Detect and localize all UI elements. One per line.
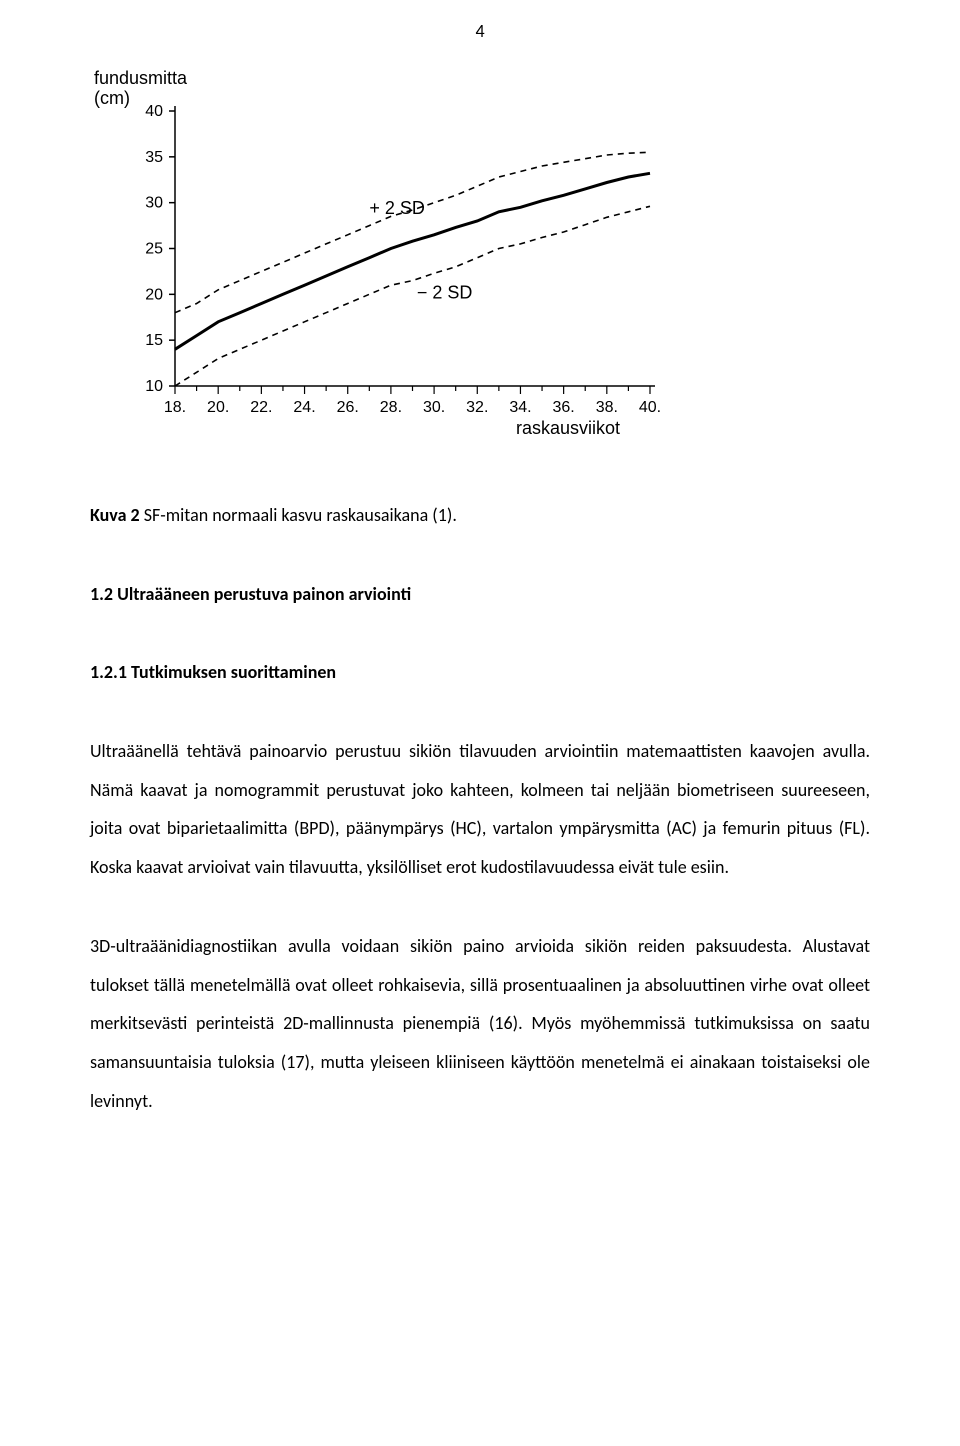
svg-text:18.: 18. bbox=[164, 399, 186, 416]
svg-text:26.: 26. bbox=[337, 399, 359, 416]
svg-text:raskausviikot: raskausviikot bbox=[516, 418, 620, 438]
svg-text:20: 20 bbox=[145, 286, 163, 303]
page-number: 4 bbox=[90, 20, 870, 42]
caption-rest: SF-mitan normaali kasvu raskausaikana (1… bbox=[140, 504, 457, 526]
svg-text:25: 25 bbox=[145, 241, 163, 258]
svg-text:15: 15 bbox=[145, 332, 163, 349]
paragraph-2: 3D-ultraäänidiagnostiikan avulla voidaan… bbox=[90, 927, 870, 1120]
fundusmitta-chart: fundusmitta(cm) 10 15 20 25 30 35 40 18. 20. 22. 24… bbox=[90, 56, 680, 456]
svg-text:38.: 38. bbox=[596, 399, 618, 416]
svg-text:40: 40 bbox=[145, 103, 163, 120]
chart-svg: fundusmitta(cm) 10 15 20 25 30 35 40 18. 20. 22. 24… bbox=[90, 56, 680, 456]
svg-text:(cm): (cm) bbox=[94, 88, 130, 108]
caption-prefix: Kuva 2 bbox=[90, 504, 140, 526]
svg-text:40.: 40. bbox=[639, 399, 661, 416]
svg-text:24.: 24. bbox=[293, 399, 315, 416]
svg-text:− 2 SD: − 2 SD bbox=[417, 282, 473, 302]
svg-text:22.: 22. bbox=[250, 399, 272, 416]
svg-text:35: 35 bbox=[145, 149, 163, 166]
svg-text:34.: 34. bbox=[509, 399, 531, 416]
svg-text:30: 30 bbox=[145, 195, 163, 212]
svg-text:28.: 28. bbox=[380, 399, 402, 416]
svg-text:32.: 32. bbox=[466, 399, 488, 416]
svg-text:36.: 36. bbox=[553, 399, 575, 416]
paragraph-1: Ultraäänellä tehtävä painoarvio perustuu… bbox=[90, 732, 870, 887]
heading-1-2: 1.2 Ultraääneen perustuva painon arvioin… bbox=[90, 575, 870, 614]
svg-text:10: 10 bbox=[145, 378, 163, 395]
svg-text:+ 2 SD: + 2 SD bbox=[369, 198, 425, 218]
page: 4 fundusmitta(cm) 10 15 20 25 30 35 40 18. 20. 22.… bbox=[0, 0, 960, 1220]
svg-text:20.: 20. bbox=[207, 399, 229, 416]
svg-text:fundusmitta: fundusmitta bbox=[94, 68, 188, 88]
figure-caption: Kuva 2 SF-mitan normaali kasvu raskausai… bbox=[90, 496, 870, 535]
svg-text:30.: 30. bbox=[423, 399, 445, 416]
heading-1-2-1: 1.2.1 Tutkimuksen suorittaminen bbox=[90, 653, 870, 692]
